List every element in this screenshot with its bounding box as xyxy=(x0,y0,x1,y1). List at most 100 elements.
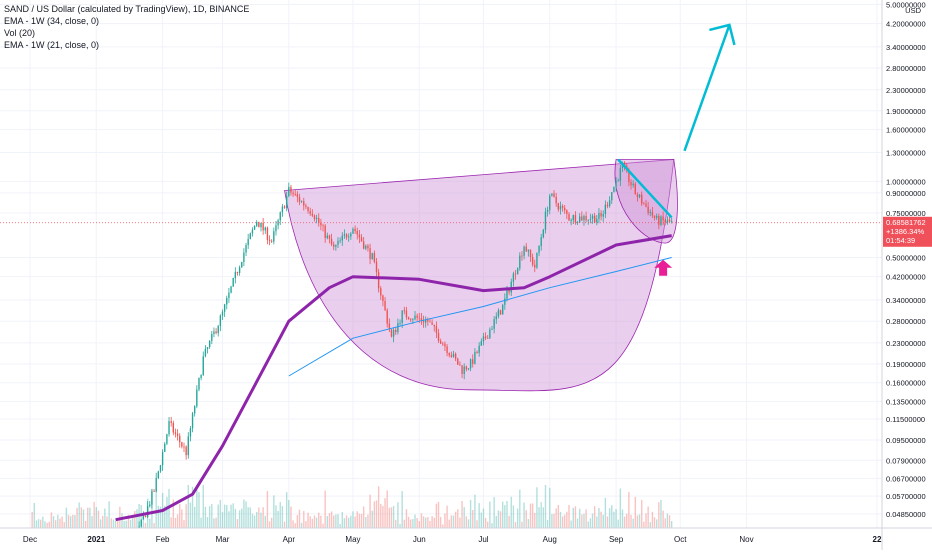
price-tick-label: 1.00000000 xyxy=(886,177,926,186)
volume-bar xyxy=(604,497,607,528)
candle-body xyxy=(608,200,611,207)
volume-bar xyxy=(42,516,44,528)
volume-bar xyxy=(504,505,506,528)
candle-body xyxy=(551,193,553,196)
candle-body xyxy=(534,264,536,268)
candle-body xyxy=(405,310,408,318)
candle-body xyxy=(358,234,361,238)
candle-body xyxy=(395,329,397,333)
volume-bar xyxy=(660,499,662,528)
candle-body xyxy=(414,315,416,320)
volume-bar xyxy=(373,501,376,528)
volume-bar xyxy=(478,503,480,528)
candle-body xyxy=(204,348,207,357)
candle-body xyxy=(523,246,525,256)
descending-trendline[interactable] xyxy=(617,158,673,219)
volume-bar xyxy=(253,515,256,528)
volume-bar xyxy=(48,521,50,528)
volume-bar xyxy=(183,520,185,528)
candle-body xyxy=(662,216,664,221)
volume-bar xyxy=(557,504,560,528)
candle-body xyxy=(397,323,399,333)
volume-bar xyxy=(99,519,102,528)
candle-body xyxy=(664,220,666,223)
volume-bar xyxy=(617,519,619,528)
volume-bar xyxy=(303,511,305,528)
volume-bar xyxy=(591,513,594,528)
candle-body xyxy=(454,353,457,359)
candle-body xyxy=(140,519,142,527)
volume-bar xyxy=(102,515,104,528)
volume-bar xyxy=(544,485,547,528)
candle-body xyxy=(493,319,495,329)
candle-body xyxy=(354,228,356,232)
volume-bar xyxy=(258,507,260,528)
volume-bar xyxy=(196,485,198,528)
candle-body xyxy=(420,318,423,321)
volume-bar xyxy=(431,516,433,528)
bounce-arrow[interactable] xyxy=(654,259,673,276)
volume-bar xyxy=(647,506,649,528)
volume-bar xyxy=(300,522,303,528)
volume-bar xyxy=(634,496,637,528)
legend-ema34: EMA - 1W (34, close, 0) xyxy=(4,16,100,26)
candle-body xyxy=(452,353,455,357)
candle-body xyxy=(153,491,155,493)
candle-body xyxy=(213,331,215,334)
target-arrow-shaft[interactable] xyxy=(683,24,731,152)
volume-bar xyxy=(448,519,450,528)
candle-body xyxy=(566,210,568,215)
candle-body xyxy=(339,240,341,242)
volume-bar xyxy=(87,507,89,528)
volume-bar xyxy=(112,519,115,528)
volume-bar xyxy=(172,499,175,528)
candle-body xyxy=(298,197,301,202)
volume-bar xyxy=(350,515,352,528)
volume-bar xyxy=(626,513,628,528)
candle-body xyxy=(187,436,189,456)
volume-bar xyxy=(322,523,324,528)
candle-body xyxy=(581,216,583,221)
volume-bar xyxy=(662,510,664,528)
candle-body xyxy=(294,194,296,195)
candle-body xyxy=(596,218,598,223)
volume-bar xyxy=(279,502,281,528)
candle-body xyxy=(315,217,318,220)
time-axis-bg[interactable] xyxy=(0,528,932,550)
candle-body xyxy=(549,195,551,210)
volume-bar xyxy=(581,514,583,528)
volume-bar xyxy=(142,516,145,528)
candle-body xyxy=(202,356,204,375)
price-tick-label: 1.60000000 xyxy=(886,126,926,135)
cup-shape[interactable] xyxy=(284,159,675,392)
volume-bar xyxy=(501,501,504,528)
volume-bar xyxy=(369,494,371,528)
volume-bar xyxy=(510,496,512,528)
volume-bar xyxy=(211,503,213,528)
time-tick-label: Oct xyxy=(674,535,687,544)
volume-bar xyxy=(157,505,160,528)
candle-body xyxy=(230,286,232,293)
candle-body xyxy=(508,289,510,293)
legend-ema21: EMA - 1W (21, close, 0) xyxy=(4,40,100,50)
candle-body xyxy=(305,205,307,207)
candle-body xyxy=(288,186,290,197)
price-axis-bg[interactable] xyxy=(882,0,932,550)
time-tick-label: Sep xyxy=(609,535,624,544)
volume-bar xyxy=(356,511,358,528)
candle-body xyxy=(234,271,237,279)
candle-body xyxy=(307,206,309,212)
candle-body xyxy=(636,194,639,198)
candle-body xyxy=(668,219,671,222)
volume-bar xyxy=(553,513,555,528)
candle-body xyxy=(386,310,388,324)
volume-bar xyxy=(213,518,215,528)
volume-bar xyxy=(333,515,335,528)
volume-bar xyxy=(262,507,264,528)
volume-bar xyxy=(566,511,568,528)
price-tick-label: 3.40000000 xyxy=(886,43,926,52)
volume-bar xyxy=(534,512,536,528)
candle-body xyxy=(236,271,239,273)
volume-bar xyxy=(497,510,500,528)
